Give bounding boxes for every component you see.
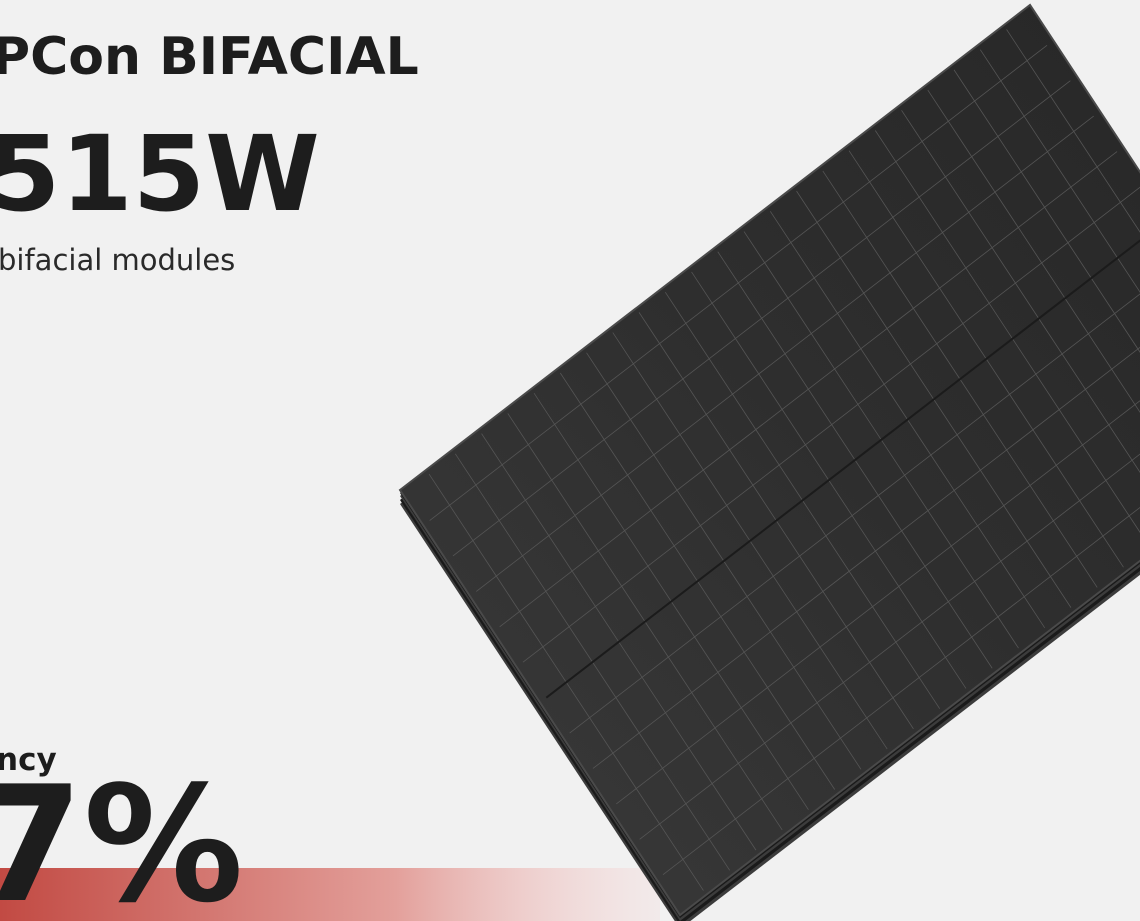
cell-line bbox=[429, 44, 1048, 521]
accent-bar bbox=[0, 868, 660, 921]
panel-surface bbox=[398, 3, 1140, 917]
cell-line bbox=[616, 400, 1140, 805]
cell-line bbox=[499, 151, 1118, 628]
cell-line bbox=[452, 80, 1071, 557]
cell-line bbox=[522, 186, 1140, 663]
cell-line bbox=[569, 293, 1140, 734]
power-rating: 515W bbox=[0, 113, 320, 235]
product-title: PCon BIFACIAL bbox=[0, 27, 419, 87]
efficiency-label: ncy bbox=[0, 742, 57, 778]
subtitle: bifacial modules bbox=[0, 243, 235, 277]
solar-panel bbox=[398, 3, 1140, 921]
cell-line bbox=[592, 346, 1140, 769]
cell-line bbox=[476, 115, 1094, 592]
cell-line bbox=[662, 506, 1140, 876]
efficiency-value: 7% bbox=[0, 751, 244, 921]
cell-line bbox=[545, 239, 1140, 699]
cell-line bbox=[1006, 29, 1140, 233]
cell-line bbox=[639, 453, 1140, 840]
